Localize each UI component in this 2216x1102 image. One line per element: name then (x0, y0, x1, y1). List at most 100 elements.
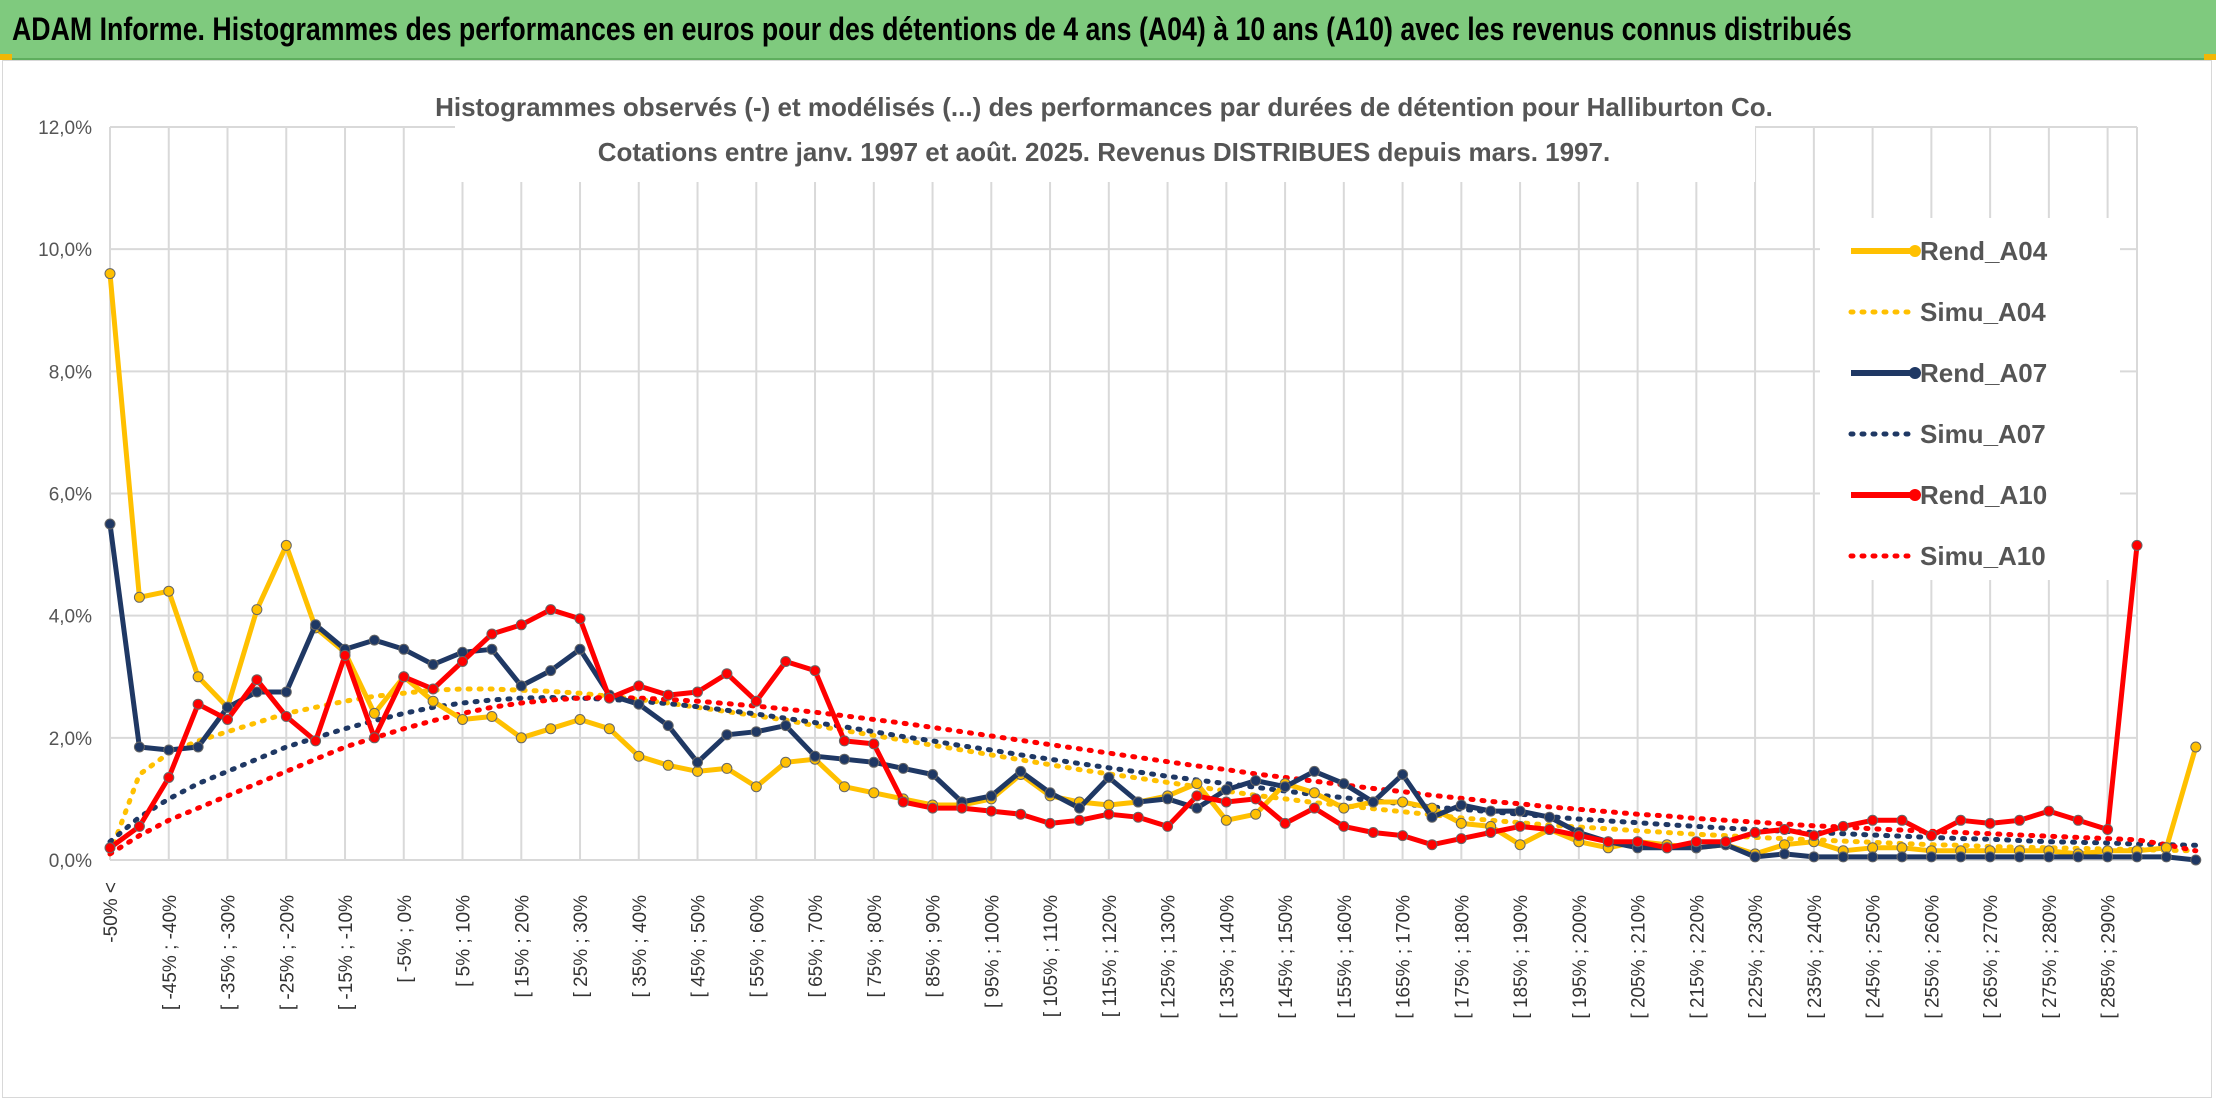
data-point (457, 656, 468, 667)
x-tick-label: [ 105% ; 110% (1041, 895, 1062, 1017)
series-line-Rend_A10 (108, 545, 2140, 851)
x-tick-label: [ 285% ; 290% (2099, 895, 2120, 1019)
data-point (1837, 820, 1849, 832)
data-point (1955, 851, 1967, 863)
x-tick-label: [ 75% ; 80% (865, 895, 886, 998)
data-point (515, 680, 527, 692)
legend-label: Simu_A04 (1920, 297, 2046, 327)
data-point (692, 686, 703, 698)
legend-item-Simu_A07: Simu_A07 (1848, 419, 2046, 449)
accent-bar-right (2204, 54, 2216, 60)
legend-label: Simu_A10 (1920, 541, 2046, 571)
data-point (750, 781, 762, 793)
data-point (1925, 851, 1937, 863)
data-point (1162, 820, 1174, 832)
data-point (104, 842, 116, 854)
legend-marker (1909, 367, 1921, 379)
x-tick-label: [ 225% ; 230% (1746, 895, 1767, 1019)
legend-item-Rend_A10: Rend_A10 (1851, 480, 2047, 510)
x-tick-label: [ 55% ; 60% (747, 895, 768, 998)
data-point (1220, 814, 1232, 826)
data-point (104, 268, 116, 280)
data-point (1779, 839, 1790, 851)
legend-item-Rend_A07: Rend_A07 (1851, 358, 2047, 388)
data-point (1602, 836, 1614, 848)
data-point (1103, 799, 1115, 811)
x-tick-label: [ 125% ; 130% (1159, 895, 1180, 1019)
data-point (956, 802, 968, 814)
x-tick-label: [ 45% ; 50% (689, 895, 710, 998)
data-point (2043, 851, 2055, 863)
data-point (1632, 836, 1644, 848)
data-point (2190, 741, 2202, 753)
data-point (868, 756, 880, 768)
x-tick-label: [ 255% ; 260% (1922, 895, 1943, 1019)
data-point (750, 726, 762, 738)
data-point (1308, 787, 1320, 799)
data-point (868, 787, 880, 799)
legend-label: Rend_A10 (1920, 480, 2047, 510)
data-point (2102, 824, 2114, 835)
data-point (486, 711, 498, 722)
data-point (1925, 830, 1937, 842)
data-point (1544, 811, 1555, 823)
data-point (1015, 765, 1027, 777)
data-point (1250, 808, 1262, 820)
data-point (280, 539, 292, 551)
x-tick-label: [ -15% ; -10% (336, 895, 357, 1010)
legend: Rend_A04 Simu_A04 Rend_A07 Simu_A07 Rend_A10… (1820, 218, 2120, 580)
data-point (427, 695, 439, 707)
data-point (838, 781, 850, 793)
data-point (1690, 836, 1702, 848)
data-point (809, 665, 821, 677)
data-point (721, 729, 733, 741)
data-point (1191, 778, 1203, 790)
x-tick-label: [ 195% ; 200% (1570, 895, 1591, 1019)
y-axis-ticks: 0,0% 2,0% 4,0% 6,0% 8,0% 10,0% 12,0% (38, 118, 92, 872)
data-point (838, 735, 850, 747)
data-point (2160, 851, 2172, 863)
data-point (2014, 851, 2025, 863)
data-point (1779, 824, 1790, 835)
legend-marker (1909, 489, 1921, 501)
data-point (603, 692, 615, 704)
data-point (721, 762, 733, 774)
data-point (1073, 802, 1085, 814)
data-point (222, 714, 233, 725)
data-point (251, 686, 263, 698)
y-tick-label: 6,0% (49, 485, 92, 506)
data-point (1103, 808, 1115, 820)
data-point (662, 759, 674, 771)
data-point (192, 671, 204, 683)
data-point (545, 604, 557, 616)
y-tick-label: 2,0% (49, 729, 92, 750)
data-point (486, 628, 498, 640)
data-point (1544, 824, 1555, 835)
data-point (1220, 784, 1232, 796)
data-point (633, 698, 645, 710)
legend-item-Simu_A04: Simu_A04 (1848, 297, 2046, 327)
series-Simu_A04 (107, 686, 2199, 857)
title-backdrop (455, 84, 1755, 182)
page-header: ADAM Informe. Histogrammes des performan… (0, 0, 2216, 60)
legend-label: Rend_A04 (1920, 236, 2048, 266)
data-point (1367, 827, 1379, 838)
data-point (251, 604, 263, 616)
series-Rend_A07 (104, 518, 2202, 866)
data-point (1132, 796, 1144, 808)
data-point (1455, 799, 1467, 811)
data-point (780, 656, 792, 667)
data-point (1984, 851, 1996, 863)
data-point (457, 714, 468, 725)
data-point (1984, 817, 1996, 829)
y-tick-label: 0,0% (49, 851, 92, 872)
data-point (398, 643, 410, 655)
y-tick-label: 10,0% (38, 240, 92, 261)
y-tick-label: 8,0% (49, 362, 92, 383)
legend-item-Simu_A10: Simu_A10 (1848, 541, 2046, 571)
data-point (662, 689, 674, 701)
data-point (2014, 814, 2025, 826)
data-point (2131, 851, 2143, 863)
data-point (368, 732, 380, 744)
